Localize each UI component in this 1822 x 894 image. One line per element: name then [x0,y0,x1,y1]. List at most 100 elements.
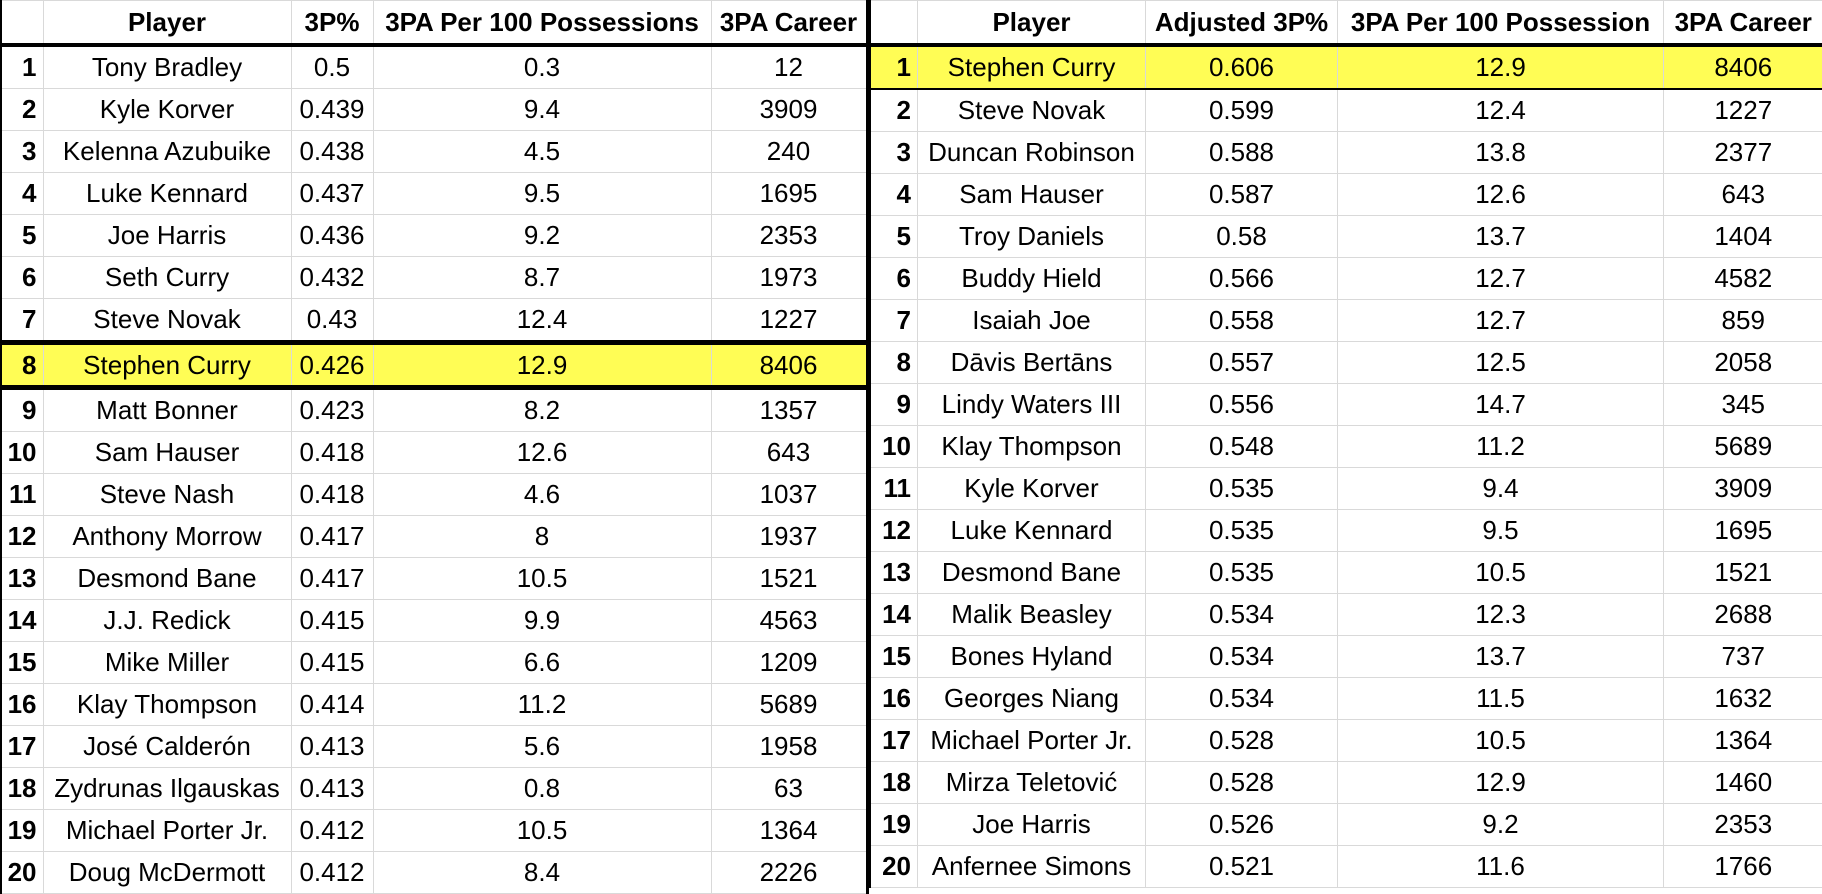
career-attempts-cell[interactable]: 643 [710,431,868,474]
player-name-cell[interactable]: Michael Porter Jr. [42,809,292,852]
career-attempts-cell[interactable]: 737 [1663,635,1822,678]
three-pt-pct-cell[interactable]: 0.535 [1145,509,1338,552]
three-pt-pct-cell[interactable]: 0.599 [1145,88,1338,132]
career-attempts-cell[interactable]: 1460 [1663,761,1822,804]
row-rank-cell[interactable]: 15 [0,641,44,684]
row-rank-cell[interactable]: 2 [869,88,918,132]
row-rank-cell[interactable]: 11 [869,467,918,510]
row-rank-cell[interactable]: 8 [869,341,918,384]
header-3p-pct[interactable]: 3P% [290,0,374,47]
three-pt-pct-cell[interactable]: 0.58 [1145,215,1338,258]
three-pt-pct-cell[interactable]: 0.521 [1145,845,1338,888]
player-name-cell[interactable]: Kyle Korver [42,88,292,131]
career-attempts-cell[interactable]: 1766 [1663,845,1822,888]
row-rank-cell[interactable]: 15 [869,635,918,678]
per-100-cell[interactable]: 12.3 [1337,593,1664,636]
career-attempts-cell[interactable]: 1227 [710,298,868,343]
row-rank-cell[interactable]: 14 [0,599,44,642]
row-rank-cell[interactable]: 9 [869,383,918,426]
career-attempts-cell[interactable]: 1937 [710,515,868,558]
row-rank-cell[interactable]: 1 [0,44,44,89]
row-rank-cell[interactable]: 20 [869,845,918,888]
per-100-cell[interactable]: 12.9 [1337,761,1664,804]
row-rank-cell[interactable]: 1 [869,44,918,90]
per-100-cell[interactable]: 4.5 [372,130,712,173]
per-100-cell[interactable]: 4.6 [372,473,712,516]
player-name-cell[interactable]: Georges Niang [917,677,1146,720]
career-attempts-cell[interactable]: 5689 [1663,425,1822,468]
three-pt-pct-cell[interactable]: 0.412 [290,809,374,852]
per-100-cell[interactable]: 6.6 [372,641,712,684]
row-rank-cell[interactable]: 7 [869,299,918,342]
career-attempts-cell[interactable]: 63 [710,767,868,810]
player-name-cell[interactable]: Stephen Curry [42,340,292,390]
per-100-cell[interactable]: 12.4 [1337,88,1664,132]
three-pt-pct-cell[interactable]: 0.587 [1145,173,1338,216]
per-100-cell[interactable]: 13.7 [1337,215,1664,258]
three-pt-pct-cell[interactable]: 0.437 [290,172,374,215]
player-name-cell[interactable]: Desmond Bane [42,557,292,600]
per-100-cell[interactable]: 12.7 [1337,257,1664,300]
three-pt-pct-cell[interactable]: 0.535 [1145,551,1338,594]
three-pt-pct-cell[interactable]: 0.528 [1145,761,1338,804]
player-name-cell[interactable]: José Calderón [42,725,292,768]
header-player[interactable]: Player [917,0,1146,47]
player-name-cell[interactable]: Duncan Robinson [917,131,1146,174]
row-rank-cell[interactable]: 12 [869,509,918,552]
career-attempts-cell[interactable]: 1958 [710,725,868,768]
player-name-cell[interactable]: Luke Kennard [42,172,292,215]
per-100-cell[interactable]: 10.5 [372,809,712,852]
per-100-cell[interactable]: 9.2 [1337,803,1664,846]
career-attempts-cell[interactable]: 1404 [1663,215,1822,258]
row-rank-cell[interactable]: 8 [0,340,44,390]
row-rank-cell[interactable]: 18 [869,761,918,804]
row-rank-cell[interactable]: 19 [0,809,44,852]
header-player[interactable]: Player [42,0,292,47]
per-100-cell[interactable]: 5.6 [372,725,712,768]
player-name-cell[interactable]: Dāvis Bertāns [917,341,1146,384]
three-pt-pct-cell[interactable]: 0.418 [290,473,374,516]
career-attempts-cell[interactable]: 1521 [710,557,868,600]
three-pt-pct-cell[interactable]: 0.588 [1145,131,1338,174]
career-attempts-cell[interactable]: 5689 [710,683,868,726]
per-100-cell[interactable]: 12.6 [1337,173,1664,216]
per-100-cell[interactable]: 11.6 [1337,845,1664,888]
per-100-cell[interactable]: 8.4 [372,851,712,894]
three-pt-pct-cell[interactable]: 0.534 [1145,677,1338,720]
per-100-cell[interactable]: 12.7 [1337,299,1664,342]
three-pt-pct-cell[interactable]: 0.438 [290,130,374,173]
three-pt-pct-cell[interactable]: 0.417 [290,515,374,558]
row-rank-cell[interactable]: 20 [0,851,44,894]
row-rank-cell[interactable]: 2 [0,88,44,131]
career-attempts-cell[interactable]: 240 [710,130,868,173]
per-100-cell[interactable]: 11.2 [372,683,712,726]
player-name-cell[interactable]: Joe Harris [42,214,292,257]
per-100-cell[interactable]: 11.2 [1337,425,1664,468]
career-attempts-cell[interactable]: 859 [1663,299,1822,342]
player-name-cell[interactable]: Seth Curry [42,256,292,299]
row-rank-cell[interactable]: 11 [0,473,44,516]
per-100-cell[interactable]: 10.5 [372,557,712,600]
three-pt-pct-cell[interactable]: 0.413 [290,767,374,810]
career-attempts-cell[interactable]: 345 [1663,383,1822,426]
career-attempts-cell[interactable]: 4563 [710,599,868,642]
per-100-cell[interactable]: 13.8 [1337,131,1664,174]
per-100-cell[interactable]: 0.8 [372,767,712,810]
career-attempts-cell[interactable]: 1973 [710,256,868,299]
three-pt-pct-cell[interactable]: 0.415 [290,599,374,642]
career-attempts-cell[interactable]: 3909 [1663,467,1822,510]
row-rank-cell[interactable]: 13 [0,557,44,600]
per-100-cell[interactable]: 11.5 [1337,677,1664,720]
row-rank-cell[interactable]: 16 [0,683,44,726]
header-rank[interactable] [0,0,44,47]
player-name-cell[interactable]: Klay Thompson [917,425,1146,468]
career-attempts-cell[interactable]: 1037 [710,473,868,516]
per-100-cell[interactable]: 12.5 [1337,341,1664,384]
career-attempts-cell[interactable]: 1209 [710,641,868,684]
player-name-cell[interactable]: Luke Kennard [917,509,1146,552]
per-100-cell[interactable]: 12.9 [1337,44,1664,90]
per-100-cell[interactable]: 8.7 [372,256,712,299]
career-attempts-cell[interactable]: 1695 [1663,509,1822,552]
per-100-cell[interactable]: 9.5 [1337,509,1664,552]
player-name-cell[interactable]: Mike Miller [42,641,292,684]
